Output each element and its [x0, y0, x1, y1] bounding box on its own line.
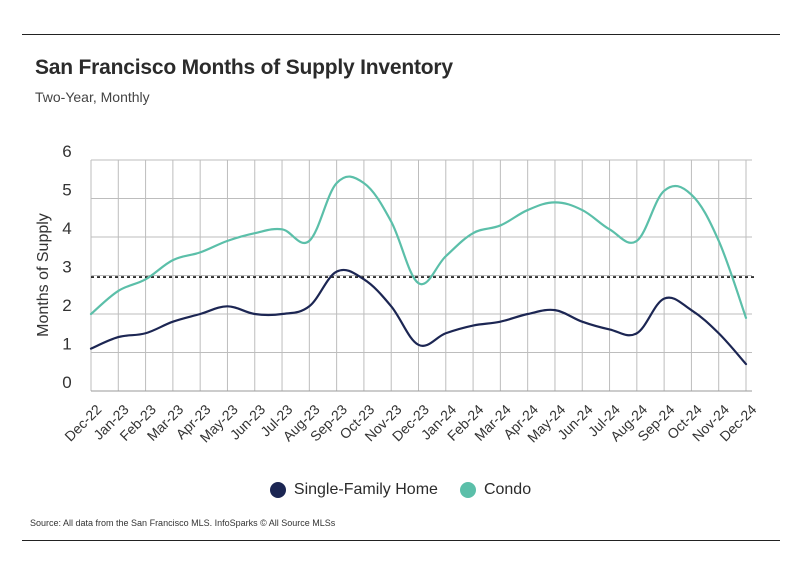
bottom-rule — [22, 540, 780, 541]
y-tick-label: 5 — [62, 181, 71, 200]
legend-label-single-family: Single-Family Home — [293, 481, 438, 498]
chart-subtitle: Two-Year, Monthly — [35, 89, 150, 105]
y-tick-label: 3 — [62, 258, 71, 277]
source-note: Source: All data from the San Francisco … — [30, 518, 336, 528]
series-line-single-family — [89, 268, 748, 366]
legend-item-single-family: Single-Family Home — [269, 481, 438, 499]
y-tick-label: 1 — [62, 335, 71, 354]
legend-item-condo: Condo — [459, 481, 532, 499]
y-axis-label: Months of Supply — [35, 213, 52, 337]
y-tick-labels: 0 1 2 3 4 5 6 — [62, 142, 71, 392]
y-tick-label: 4 — [62, 219, 71, 238]
y-tick-label: 0 — [62, 373, 71, 392]
y-tick-label: 2 — [62, 296, 71, 315]
top-rule — [22, 34, 780, 35]
series-line-condo — [89, 175, 748, 319]
legend: Single-Family Home Condo — [0, 481, 801, 499]
series-layer — [89, 175, 748, 366]
x-tick-labels: Dec-22Jan-23Feb-23Mar-23Apr-23May-23Jun-… — [61, 401, 759, 445]
legend-label-condo: Condo — [483, 481, 532, 498]
legend-marker-single-family — [269, 482, 286, 498]
y-tick-label: 6 — [62, 142, 71, 161]
legend-marker-condo — [459, 482, 476, 498]
chart-title: San Francisco Months of Supply Inventory — [35, 56, 453, 79]
grid-layer — [90, 159, 752, 392]
